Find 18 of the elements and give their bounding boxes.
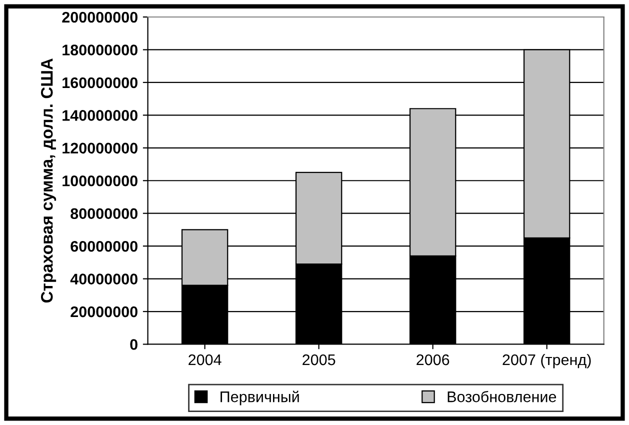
legend-label: Первичный (220, 390, 299, 406)
y-tick-label: 140000000 (62, 110, 138, 121)
y-tick-label: 100000000 (62, 175, 138, 186)
y-tick-label: 160000000 (62, 77, 138, 88)
y-tick-label: 40000000 (70, 274, 138, 284)
y-axis-title: Страховая сумма, долл. США (40, 58, 56, 303)
x-tick-label: 2005 (302, 354, 336, 366)
legend-label: Возобновление (448, 390, 556, 402)
x-tick-label: 2006 (416, 354, 450, 366)
y-tick-label: 200000000 (62, 12, 138, 23)
y-tick-label: 80000000 (70, 208, 138, 220)
x-tick-label: 2007 (тренд) (502, 354, 591, 368)
y-tick-label: 60000000 (70, 240, 138, 252)
y-tick-label: 180000000 (62, 44, 138, 56)
y-tick-label: 20000000 (70, 306, 138, 318)
y-tick-label: 120000000 (62, 142, 138, 154)
y-tick-label: 0 (130, 339, 138, 350)
x-tick-label: 2004 (188, 354, 222, 366)
